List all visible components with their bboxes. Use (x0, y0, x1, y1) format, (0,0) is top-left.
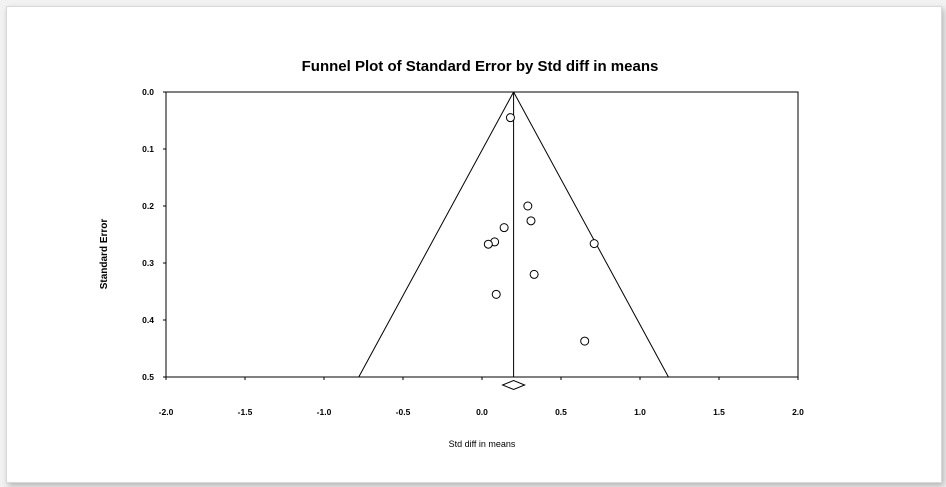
y-tick-label: 0.0 (142, 87, 154, 97)
x-tick-label: 0.0 (476, 407, 488, 417)
x-tick-label: -1.5 (238, 407, 253, 417)
y-tick-label: 0.2 (142, 201, 154, 211)
x-tick-label: 1.0 (634, 407, 646, 417)
chart-title: Funnel Plot of Standard Error by Std dif… (302, 58, 659, 75)
x-tick-label: 0.5 (555, 407, 567, 417)
funnel-line-right (513, 91, 669, 378)
funnel-line-left (358, 91, 515, 378)
study-point (491, 289, 501, 299)
study-point (580, 336, 590, 346)
chart-frame (6, 6, 942, 483)
x-tick-label: -1.0 (317, 407, 332, 417)
x-tick-label: -0.5 (396, 407, 411, 417)
study-point (483, 239, 493, 249)
x-axis-label: Std diff in means (449, 439, 516, 449)
study-point (505, 113, 515, 123)
y-tick-label: 0.4 (142, 315, 154, 325)
summary-diamond (501, 379, 526, 391)
study-point (526, 216, 536, 226)
study-point (523, 201, 533, 211)
y-tick-label: 0.5 (142, 372, 154, 382)
study-point (589, 239, 599, 249)
x-tick-label: 2.0 (792, 407, 804, 417)
x-tick-label: -2.0 (159, 407, 174, 417)
plot-area (165, 91, 799, 378)
study-point (499, 223, 509, 233)
y-tick-label: 0.1 (142, 144, 154, 154)
y-tick-label: 0.3 (142, 258, 154, 268)
study-point (529, 269, 539, 279)
x-tick-label: 1.5 (713, 407, 725, 417)
y-axis-label: Standard Error (99, 219, 110, 290)
